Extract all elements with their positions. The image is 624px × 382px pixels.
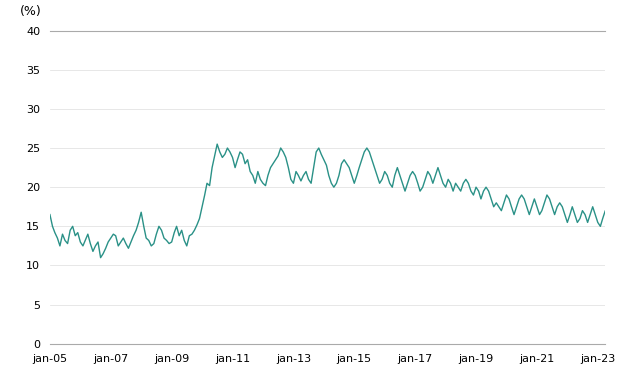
Text: (%): (%)	[19, 5, 41, 18]
